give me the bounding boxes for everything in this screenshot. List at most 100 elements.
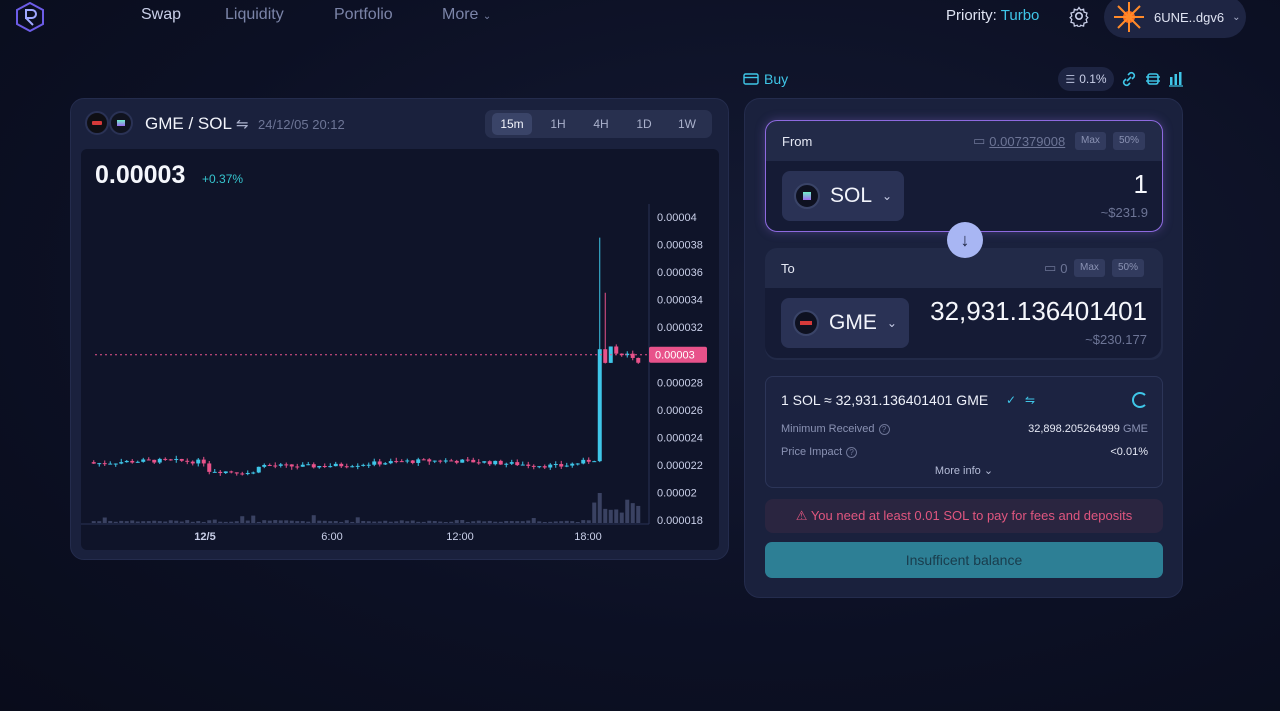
raydium-logo-icon[interactable] (16, 2, 44, 32)
from-max-button[interactable]: Max (1075, 132, 1106, 150)
candle-body (135, 461, 140, 463)
from-balance-value[interactable]: 0.007379008 (989, 133, 1066, 149)
volume-bar (212, 519, 217, 523)
bar-chart-icon[interactable] (1168, 71, 1184, 87)
volume-bar (592, 502, 597, 523)
candle-body (267, 464, 272, 466)
candlestick-plot[interactable]: 0.00004 0.000038 0.000036 0.000034 0.000032 0… (81, 149, 719, 550)
volume-bar (350, 521, 355, 523)
sol-token-icon (794, 183, 820, 209)
from-half-button[interactable]: 50% (1113, 132, 1146, 150)
help-icon[interactable]: ? (878, 424, 890, 435)
candle-body (383, 463, 388, 465)
y-tick-label: 0.000028 (657, 377, 703, 389)
from-token-name: SOL (830, 184, 873, 207)
price-impact-value: <0.01% (1110, 446, 1148, 458)
x-tick-label: 12:00 (446, 531, 474, 543)
swap-direction-button[interactable]: ↓ (947, 222, 983, 258)
volume-bar (295, 521, 300, 523)
to-token-select[interactable]: GME ⌄ (781, 298, 909, 348)
volume-bar (471, 521, 476, 523)
volume-bar (553, 521, 558, 523)
from-token-select[interactable]: SOL ⌄ (782, 171, 905, 221)
candle-body (234, 472, 239, 474)
tab-1w[interactable]: 1W (678, 117, 696, 131)
volume-bar (625, 499, 630, 523)
gme-token-icon (85, 111, 109, 135)
arrow-down-icon: ↓ (960, 230, 970, 250)
candle-body (284, 464, 289, 466)
priority-setting[interactable]: Priority: Turbo (946, 7, 1039, 24)
volume-bar (405, 521, 410, 523)
price-chart[interactable]: 0.00004 0.000038 0.000036 0.000034 0.000032 0… (81, 149, 719, 550)
candle-body (333, 463, 338, 467)
candle-body (163, 458, 168, 460)
volume-bar (608, 509, 613, 523)
priority-label: Priority: (946, 7, 997, 24)
gear-icon[interactable] (1068, 5, 1090, 27)
candle-body (223, 471, 228, 474)
nav-more-label: More (442, 6, 479, 23)
volume-bar (570, 521, 575, 523)
volume-bar (487, 520, 492, 523)
volume-bar (498, 521, 503, 523)
swap-rate-icon[interactable]: ⇋ (1025, 393, 1036, 407)
nav-more[interactable]: More ⌄ (442, 6, 491, 24)
swap-info-box: 1 SOL ≈ 32,931.136401401 GME ✓ ⇋ Minimum… (765, 376, 1163, 488)
x-tick-label: 6:00 (321, 531, 342, 543)
volume-bar (603, 508, 608, 523)
help-icon[interactable]: ? (846, 447, 858, 458)
warning-icon: ⚠ (795, 508, 808, 523)
gme-token-icon (793, 310, 819, 336)
candle-body (355, 465, 360, 467)
candle-body (207, 463, 212, 472)
insufficient-balance-button[interactable]: Insufficent balance (765, 542, 1163, 578)
slippage-button[interactable]: ☰ 0.1% (1058, 67, 1114, 91)
wallet-address: 6UNE..dgv6 (1154, 9, 1225, 25)
fee-warning: ⚠ You need at least 0.01 SOL to pay for … (765, 499, 1163, 533)
more-info-toggle[interactable]: More info ⌄ (766, 464, 1162, 477)
volume-bar (344, 520, 349, 523)
candle-body (97, 463, 102, 465)
to-max-button[interactable]: Max (1074, 259, 1105, 277)
volume-bar (306, 521, 311, 523)
y-tick-label: 0.00004 (657, 212, 697, 224)
tab-1d[interactable]: 1D (636, 117, 652, 131)
buy-tab[interactable]: Buy (743, 71, 788, 87)
candle-body (636, 357, 641, 363)
from-label: From (782, 134, 813, 149)
tab-15m[interactable]: 15m (492, 113, 532, 135)
candle-body (520, 464, 525, 466)
candle-body (388, 461, 393, 464)
volume-bar (234, 521, 239, 523)
to-amount-input[interactable]: 32,931.136401401 (930, 296, 1147, 326)
link-icon[interactable] (1121, 71, 1137, 87)
y-tick-label: 0.000022 (657, 460, 703, 472)
candle-body (141, 459, 146, 462)
nav-liquidity[interactable]: Liquidity (225, 6, 284, 23)
from-amount-input[interactable]: 1 (1133, 169, 1148, 199)
candle-body (306, 464, 311, 466)
nav-swap[interactable]: Swap (141, 6, 182, 23)
refresh-spinner-icon[interactable] (1132, 392, 1148, 408)
nav-portfolio[interactable]: Portfolio (334, 6, 393, 23)
candle-body (212, 471, 217, 473)
volume-bar (135, 521, 140, 523)
swap-pair-icon[interactable]: ⇋ (236, 116, 249, 133)
candle-body (537, 466, 542, 468)
volume-bar (185, 520, 190, 523)
volume-bar (141, 521, 146, 523)
wallet-button[interactable]: 6UNE..dgv6 ⌄ (1104, 0, 1246, 38)
volume-bar (504, 520, 509, 523)
candle-body (245, 472, 250, 475)
to-half-button[interactable]: 50% (1112, 259, 1145, 277)
more-info-label: More info (934, 465, 981, 477)
tab-4h[interactable]: 4H (593, 117, 609, 131)
volume-bar (388, 521, 393, 523)
tab-1h[interactable]: 1H (550, 117, 566, 131)
chain-info-icon[interactable] (1145, 71, 1161, 87)
volume-bar (427, 520, 432, 523)
candle-body (493, 460, 498, 465)
volume-bar (454, 520, 459, 523)
volume-bar (163, 521, 168, 523)
